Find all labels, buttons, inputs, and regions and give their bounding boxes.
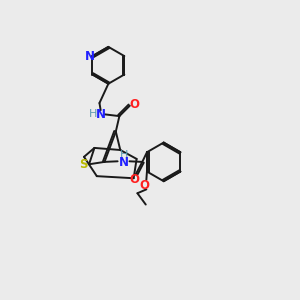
- Text: N: N: [96, 108, 106, 121]
- Text: N: N: [85, 50, 95, 63]
- Text: S: S: [80, 158, 88, 171]
- Text: H: H: [120, 150, 128, 160]
- Text: H: H: [89, 109, 97, 119]
- Text: O: O: [140, 179, 150, 192]
- Text: N: N: [119, 156, 129, 169]
- Text: O: O: [130, 173, 140, 186]
- Text: O: O: [129, 98, 139, 111]
